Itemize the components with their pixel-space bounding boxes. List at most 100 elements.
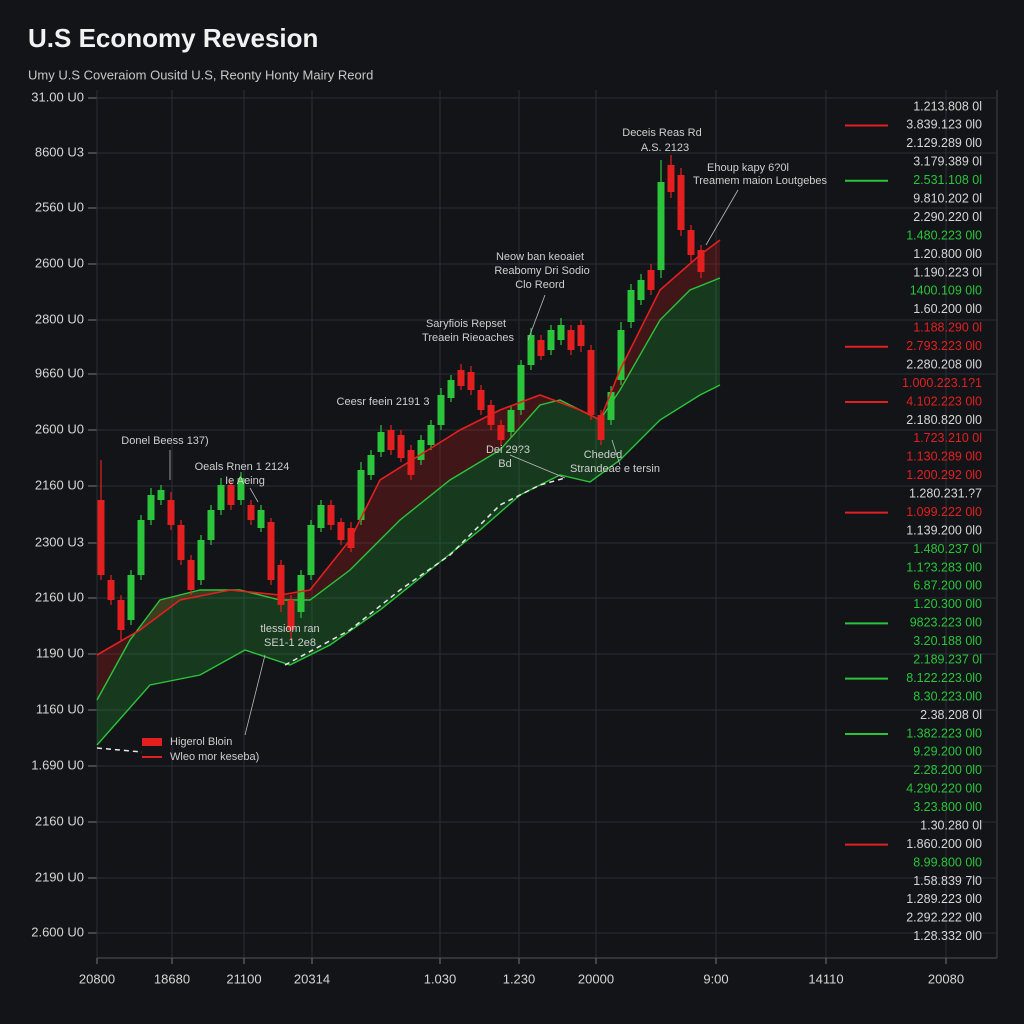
side-list-value: 1.480.223 0l0 bbox=[906, 228, 982, 242]
side-list-value: 2.793.223 0l0 bbox=[906, 339, 982, 353]
x-tick-label: 9:00 bbox=[703, 971, 728, 986]
side-list-value: 8.30.223.0l0 bbox=[913, 689, 982, 703]
x-tick-label: 20314 bbox=[294, 971, 330, 986]
annotation: A.S. 2123 bbox=[641, 142, 689, 154]
side-list-value: 1.213.808 0l bbox=[913, 99, 982, 113]
annotation: Bd bbox=[498, 458, 511, 470]
side-list-value: 1.860.200 0l0 bbox=[906, 837, 982, 851]
x-tick-label: 1.030 bbox=[424, 971, 457, 986]
candle-body bbox=[397, 435, 405, 458]
annotation: Clo Reord bbox=[515, 279, 565, 291]
y-tick-label: 9660 U0 bbox=[35, 365, 84, 380]
band-lower-line bbox=[96, 384, 721, 746]
side-list-value: 1.190.223 0l bbox=[913, 265, 982, 279]
candle-body bbox=[157, 490, 165, 500]
candle-body bbox=[127, 575, 135, 620]
legend-label: Wleo mor keseba) bbox=[170, 751, 259, 763]
candle-body bbox=[187, 560, 195, 590]
side-list-value: 1.60.200 0l0 bbox=[913, 302, 982, 316]
side-list-value: 1.382.223 0l0 bbox=[906, 726, 982, 740]
candle-body bbox=[267, 522, 275, 580]
candle-body bbox=[357, 470, 365, 520]
side-list-value: 1400.109 0l0 bbox=[910, 284, 982, 298]
side-list-value: 1.188.290 0l bbox=[913, 321, 982, 335]
side-list-value: 9.810.202 0l bbox=[913, 191, 982, 205]
candle-body bbox=[197, 540, 205, 580]
candle-body bbox=[667, 165, 675, 192]
candle-body bbox=[687, 230, 695, 255]
candle-body bbox=[237, 478, 245, 500]
band-area bbox=[97, 278, 720, 745]
candle-body bbox=[117, 600, 125, 630]
candle-body bbox=[647, 270, 655, 290]
side-list-value: 1.130.289 0l0 bbox=[906, 450, 982, 464]
candle-body bbox=[297, 575, 305, 612]
legend-swatch bbox=[142, 738, 162, 746]
annotation: Donel Beess 137) bbox=[121, 435, 208, 447]
x-tick-label: 18680 bbox=[154, 971, 190, 986]
side-list-value: 8.99.800 0l0 bbox=[913, 855, 982, 869]
annotation: Oeals Rnen 1 2124 bbox=[195, 461, 290, 473]
side-list-value: 3.839.123 0l0 bbox=[906, 118, 982, 132]
side-list-value: 1.58.839 7l0 bbox=[913, 874, 982, 888]
side-list-value: 1.28.332 0l0 bbox=[913, 929, 982, 943]
candle-body bbox=[627, 290, 635, 322]
y-tick-label: 8600 U3 bbox=[35, 144, 84, 159]
y-tick-label: 1190 U0 bbox=[36, 645, 84, 660]
side-list-value: 1.099.222 0l0 bbox=[906, 505, 982, 519]
y-tick-label: 2160 U0 bbox=[35, 589, 84, 604]
candle-body bbox=[287, 600, 295, 630]
dashed-line bbox=[96, 477, 566, 753]
side-list-value: 1.723.210 0l bbox=[913, 431, 982, 445]
side-list-value: 3.23.800 0l0 bbox=[913, 800, 982, 814]
x-tick-label: 21100 bbox=[226, 971, 261, 986]
x-tick-label: 14110 bbox=[808, 971, 843, 986]
side-list-value: 6.87.200 0l0 bbox=[913, 579, 982, 593]
chart-subtitle: Umy U.S Coveraiom Ousitd U.S, Reonty Hon… bbox=[28, 67, 373, 82]
annotation: Reabomy Dri Sodio bbox=[494, 265, 589, 277]
candle-body bbox=[597, 415, 605, 440]
side-list-value: 1.20.800 0l0 bbox=[913, 247, 982, 261]
side-list-value: 1.480.237 0l bbox=[913, 542, 982, 556]
candle-body bbox=[217, 485, 225, 510]
annotation: Ceesr feein 2191 3 bbox=[337, 396, 430, 408]
side-list-value: 1.280.231.?7 bbox=[909, 487, 982, 501]
candle-body bbox=[367, 455, 375, 475]
y-tick-label: 2190 U0 bbox=[35, 869, 84, 884]
candle-body bbox=[327, 505, 335, 525]
annotation-leader bbox=[249, 487, 259, 503]
y-tick-label: 2.600 U0 bbox=[31, 924, 84, 939]
candle-body bbox=[207, 510, 215, 540]
candle-body bbox=[697, 250, 705, 272]
legend-label: Higerol Bloin bbox=[170, 736, 232, 748]
annotation: Deceis Reas Rd bbox=[622, 127, 701, 139]
y-tick-label: 1160 U0 bbox=[36, 701, 84, 716]
side-list-value: 2.292.222 0l0 bbox=[906, 911, 982, 925]
side-list-value: 4.290.220 0l0 bbox=[906, 782, 982, 796]
y-tick-label: 2160 U0 bbox=[35, 813, 84, 828]
candle-body bbox=[557, 325, 565, 340]
y-tick-label: 1.690 U0 bbox=[31, 757, 84, 772]
x-tick-label: 20000 bbox=[578, 971, 614, 986]
side-list-value: 2.290.220 0l bbox=[913, 210, 982, 224]
x-tick-label: 20080 bbox=[928, 971, 964, 986]
annotation-leader bbox=[705, 189, 739, 246]
y-tick-label: 31.00 U0 bbox=[31, 89, 84, 104]
candle-body bbox=[317, 505, 325, 528]
annotation: Ehoup kapy 6?0l bbox=[707, 162, 789, 174]
y-tick-label: 2600 U0 bbox=[35, 255, 84, 270]
annotation-leader bbox=[509, 454, 566, 479]
side-list-value: 4.102.223 0l0 bbox=[906, 394, 982, 408]
candle-body bbox=[427, 425, 435, 445]
candle-body bbox=[167, 500, 175, 525]
annotation: tlessiom ran bbox=[260, 623, 319, 635]
candle-body bbox=[307, 525, 315, 575]
candle-body bbox=[677, 175, 685, 230]
side-list-value: 1.20.300 0l0 bbox=[913, 597, 982, 611]
side-list-value: 1.1?3.283 0l0 bbox=[906, 560, 982, 574]
candle-body bbox=[537, 340, 545, 356]
candle-body bbox=[227, 485, 235, 505]
x-tick-label: 20800 bbox=[79, 971, 115, 986]
side-list-value: 2.28.200 0l0 bbox=[913, 763, 982, 777]
side-list-value: 2.189.237 0l bbox=[913, 652, 982, 666]
